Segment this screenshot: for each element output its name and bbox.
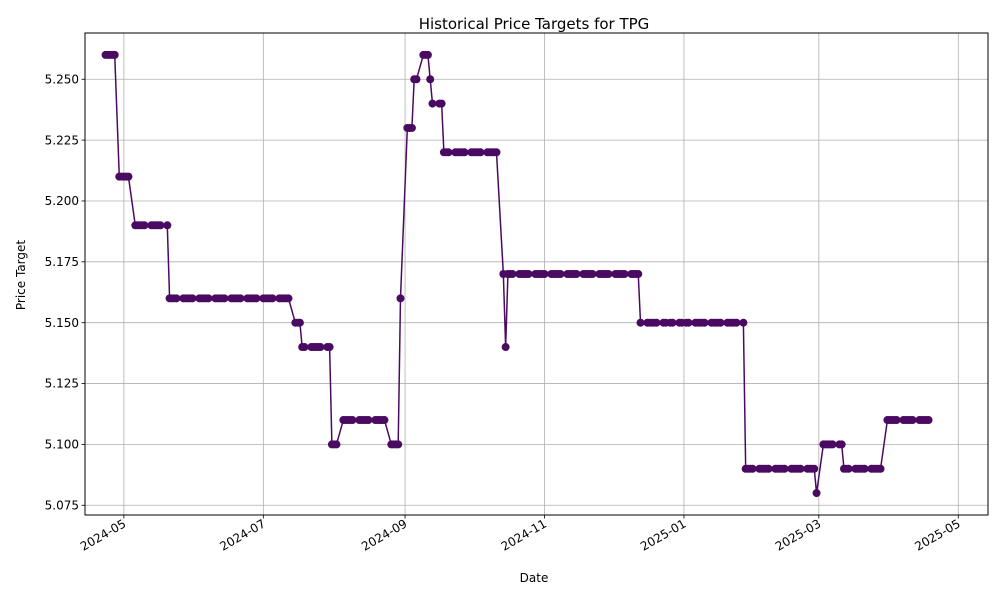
data-point [380,416,389,425]
data-point [172,294,181,303]
data-point [300,343,309,352]
data-point [394,440,403,449]
data-point [163,221,172,230]
data-point [316,343,325,352]
data-series [101,50,933,498]
data-point [837,440,846,449]
data-point [540,270,549,278]
data-point [124,172,133,181]
data-point [780,464,789,473]
chart-title: Historical Price Targets for TPG [419,15,650,33]
data-point [295,318,304,327]
data-point [156,221,165,230]
data-point [634,270,643,278]
data-point [437,99,446,108]
data-point [524,270,533,278]
y-axis: 5.075 5.100 5.125 5.150 5.175 5.200 5.225 5.250 [45,72,85,512]
y-tick-label: 5.100 [45,438,79,452]
data-point [588,270,597,278]
data-point [764,464,773,473]
data-point [684,318,693,327]
data-point [268,294,277,303]
x-axis-label: Date [520,571,549,585]
plot-frame [84,32,989,516]
data-point [348,416,357,425]
y-axis-label: Price Target [14,240,28,311]
data-point [412,75,421,84]
data-point [876,464,885,473]
data-point [252,294,261,303]
data-point [325,343,334,352]
y-tick-label: 5.250 [45,72,79,86]
y-tick-label: 5.200 [45,194,79,208]
data-point [668,318,677,327]
data-point [364,416,373,425]
data-point [284,294,293,303]
data-point [812,489,821,498]
y-tick-label: 5.150 [45,316,79,330]
data-point [739,318,748,327]
data-point [844,464,853,473]
data-point [423,50,432,59]
data-point [220,294,229,303]
y-tick-label: 5.125 [45,377,79,391]
data-point [748,464,757,473]
data-point [140,221,149,230]
data-point [604,270,613,278]
data-point [810,464,819,473]
data-point [508,270,517,278]
data-point [332,440,341,449]
data-point [796,464,805,473]
data-point [236,294,245,303]
data-point [460,148,469,157]
data-point [892,416,901,425]
data-point [428,99,437,108]
data-point [924,416,933,425]
data-point [732,318,741,327]
data-point [828,440,837,449]
data-point [501,343,510,352]
data-point [444,148,453,157]
data-point [700,318,709,327]
data-point [908,416,917,425]
data-point [426,75,435,84]
y-tick-label: 5.225 [45,133,79,147]
data-point [476,148,485,157]
data-point [110,50,119,59]
y-tick-label: 5.175 [45,255,79,269]
data-point [716,318,725,327]
data-point [636,318,645,327]
data-point [620,270,629,278]
data-point [492,148,501,157]
data-point [188,294,197,303]
data-point [652,318,661,327]
data-point [860,464,869,473]
data-point [407,123,416,132]
data-point [572,270,581,278]
y-tick-label: 5.075 [45,498,79,512]
data-point [556,270,565,278]
data-point [396,294,405,303]
data-point [204,294,213,303]
